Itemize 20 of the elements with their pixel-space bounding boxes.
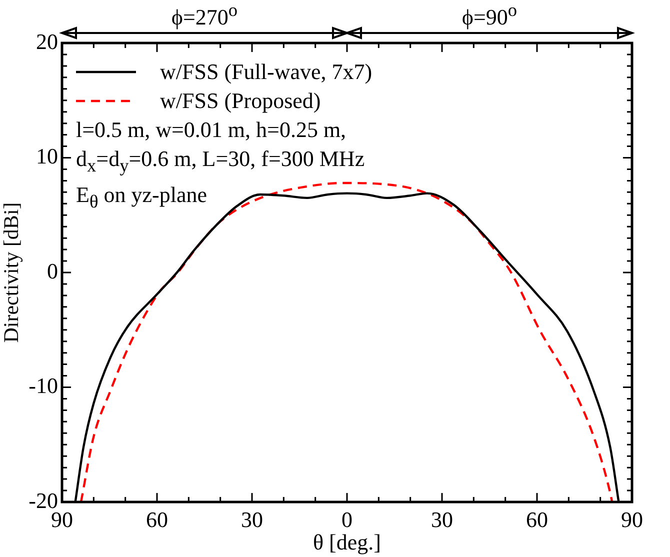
x-tick-label: 0 [342, 506, 352, 532]
y-tick-label: 0 [47, 258, 58, 284]
x-tick-label: 30 [241, 506, 263, 532]
text: ϕ=90$^{o}$ [460, 0, 518, 32]
x-tick-label: 60 [146, 506, 168, 532]
x-tick-label: 60 [526, 506, 548, 532]
annotation: E$_{θ}$ on yz-plane [76, 181, 208, 214]
legend-label: w/FSS (Proposed) [160, 87, 321, 115]
y-tick-label: -20 [28, 488, 58, 513]
x-tick-label: 30 [431, 506, 453, 532]
y-tick-label: 20 [36, 28, 58, 54]
x-tick-label: 90 [621, 506, 643, 532]
text: ϕ=270$^{o}$ [170, 0, 239, 32]
annotation: l=0.5 m, w=0.01 m, h=0.25 m, [76, 116, 348, 144]
y-tick-label: 10 [36, 144, 58, 169]
legend-label: w/FSS (Full-wave, 7x7) [160, 58, 372, 86]
x-axis-title: θ [deg.] [313, 530, 381, 555]
annotation: d$_{x}$=d$_{y}$=0.6 m, L=30, f=300 MHz [76, 145, 366, 178]
y-tick-label: -10 [28, 373, 58, 398]
y-axis-title: Directivity [dBi] [0, 202, 24, 343]
